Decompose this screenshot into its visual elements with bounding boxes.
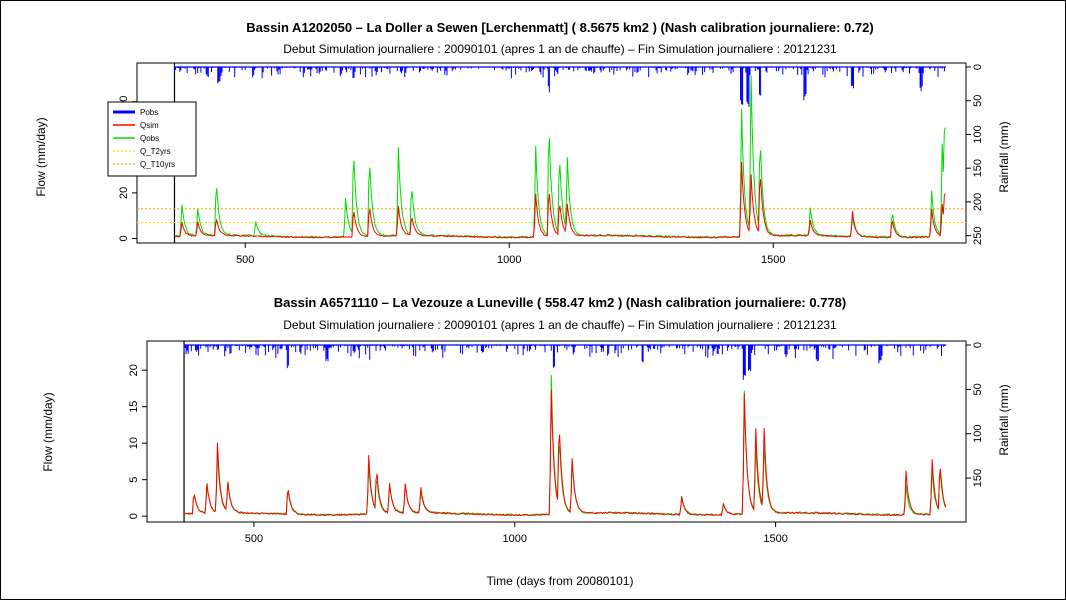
y-tick-label: 0 (128, 513, 140, 519)
x-tick-label: 500 (236, 254, 254, 266)
legend-label-q-t10yrs: Q_T10yrs (140, 160, 175, 169)
y2-tick-label: 100 (972, 125, 984, 143)
y2-tick-label: 200 (972, 193, 984, 211)
panel-1-plot: 500100015000204060050100150200250 (118, 62, 984, 266)
panel-1-legend: Pobs Qsim Qobs Q_T2yrs Q_T10yrs (107, 101, 197, 177)
y2-tick-label: 0 (972, 64, 984, 70)
y2-tick-label: 250 (972, 226, 984, 244)
plot-frame (146, 340, 967, 523)
x-tick-label: 500 (245, 533, 263, 545)
x-tick-label: 1000 (503, 533, 527, 545)
y-tick-label: 5 (128, 477, 140, 483)
panel-2-plot: 500 1000 1500 0 5 10 15 20 0 50 100 150 (128, 340, 984, 545)
y2-tick-label: 100 (972, 425, 984, 443)
y2-tick-label: 50 (972, 95, 984, 107)
panel-1-ylabel: Flow (mm/day) (34, 117, 48, 196)
y2-tick-label: 150 (972, 469, 984, 487)
y-tick-label: 20 (118, 187, 130, 199)
panel-1-subtitle: Debut Simulation journaliere : 20090101 … (283, 42, 837, 56)
panel-2: Bassin A6571110 – La Vezouze a Luneville… (41, 295, 1011, 545)
legend-label-pobs: Pobs (140, 108, 158, 117)
panel-2-ylabel: Flow (mm/day) (41, 392, 55, 471)
y-tick-label: 20 (128, 364, 140, 376)
y-tick-label: 10 (128, 437, 140, 449)
y2-tick-label: 0 (972, 342, 984, 348)
legend-label-qobs: Qobs (140, 134, 159, 143)
panel-1: Bassin A1202050 – La Doller a Sewen [Ler… (34, 20, 1011, 266)
series-qsim-line (183, 389, 947, 517)
x-tick-label: 1500 (763, 533, 787, 545)
y-tick-label: 15 (128, 401, 140, 413)
y2-tick-label: 150 (972, 159, 984, 177)
y-tick-label: 0 (118, 235, 130, 241)
panel-1-y2label: Rainfall (mm) (997, 121, 1011, 192)
x-tick-label: 1500 (761, 254, 785, 266)
legend-label-q-t2yrs: Q_T2yrs (140, 147, 171, 156)
legend-label-qsim: Qsim (140, 121, 159, 130)
panel-2-title: Bassin A6571110 – La Vezouze a Luneville… (274, 295, 847, 310)
series-qsim-line (174, 161, 946, 239)
panel-1-title: Bassin A1202050 – La Doller a Sewen [Ler… (246, 20, 873, 35)
x-tick-label: 1000 (497, 254, 521, 266)
panel-2-subtitle: Debut Simulation journaliere : 20090101 … (283, 318, 837, 332)
panel-2-y2label: Rainfall (mm) (997, 384, 1011, 455)
y2-tick-label: 50 (972, 383, 984, 395)
x-axis-label: Time (days from 20080101) (487, 574, 634, 588)
